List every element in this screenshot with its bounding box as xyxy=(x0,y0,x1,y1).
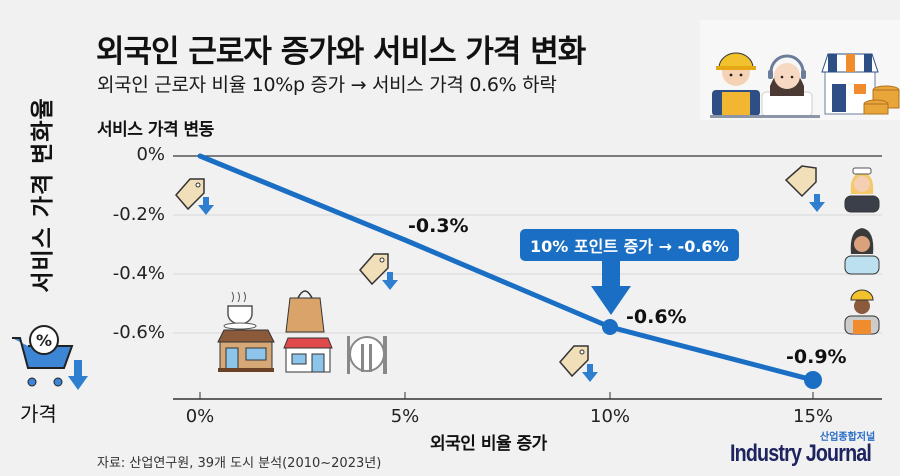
x-axis-title: 외국인 비율 증가 xyxy=(430,434,547,454)
x-tick-1: 5% xyxy=(390,406,420,427)
header-illustration xyxy=(700,20,900,120)
data-label-5: -0.3% xyxy=(408,215,469,237)
x-tick-3: 15% xyxy=(792,406,834,427)
callout-box: 10% 포인트 증가 → -0.6% xyxy=(520,229,739,261)
shopping-cart-percent-down-icon: % xyxy=(8,318,90,396)
data-point-10 xyxy=(602,319,618,335)
data-point-15 xyxy=(804,371,822,389)
price-tag-down-icon xyxy=(784,165,825,212)
restaurant-cutlery-icon xyxy=(347,336,387,374)
worker-hardhat-icon xyxy=(712,52,760,116)
source-note: 자료: 산업연구원, 39개 도시 분석(2010~2023년) xyxy=(97,456,382,471)
nurse-icon xyxy=(844,167,880,213)
brand-korean: 산업종합저널 xyxy=(820,432,876,443)
price-tag-down-icon xyxy=(175,178,214,215)
y-tick-1: -0.2% xyxy=(112,204,165,225)
data-label-15: -0.9% xyxy=(786,346,847,368)
storefront-coins-icon xyxy=(821,53,900,115)
price-label: 가격 xyxy=(20,402,57,426)
office-worker-icon xyxy=(844,228,880,275)
y-tick-3: -0.6% xyxy=(112,322,165,343)
chart-subtitle: 외국인 근로자 비율 10%p 증가 → 서비스 가격 0.6% 하락 xyxy=(97,74,557,96)
x-tick-2: 10% xyxy=(589,406,631,427)
data-label-10: -0.6% xyxy=(626,306,687,328)
chart-title: 외국인 근로자 증가와 서비스 가격 변화 xyxy=(96,34,586,70)
y-tick-0: 0% xyxy=(136,144,165,165)
brand-logo: Industry Journal xyxy=(730,440,872,467)
svg-text:%: % xyxy=(36,331,52,350)
price-tag-down-icon xyxy=(559,345,598,382)
shopping-bag-shop-icon xyxy=(283,290,333,373)
callout-arrow-icon xyxy=(591,286,631,315)
cafe-icon xyxy=(217,291,275,372)
y-tick-2: -0.4% xyxy=(112,263,165,284)
price-tag-down-icon xyxy=(359,253,398,290)
chart-panel-label: 서비스 가격 변동 xyxy=(97,120,214,140)
series-line xyxy=(197,153,816,383)
call-center-agent-icon xyxy=(761,54,813,117)
x-tick-0: 0% xyxy=(185,406,215,427)
construction-worker-icon xyxy=(844,289,880,335)
